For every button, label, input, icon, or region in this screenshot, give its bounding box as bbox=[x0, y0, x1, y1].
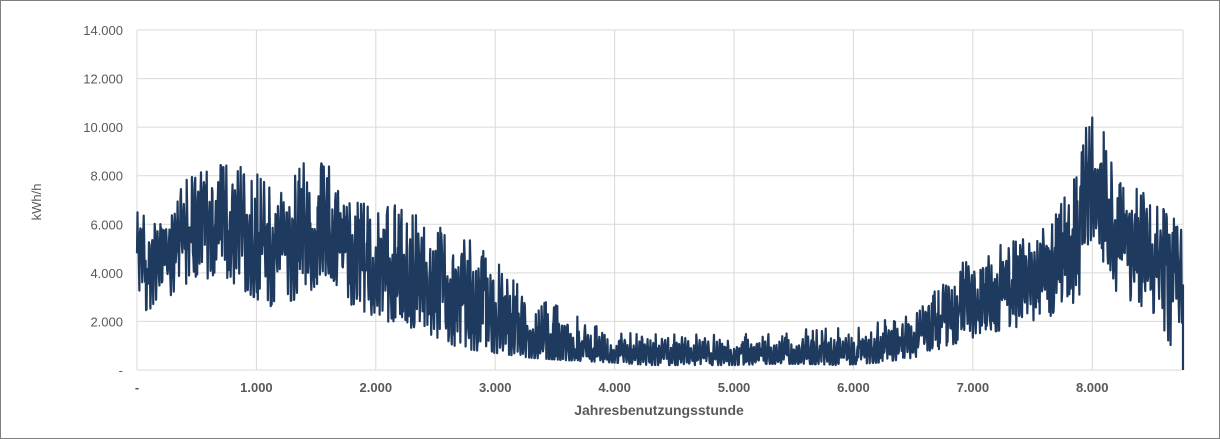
gridlines bbox=[136, 29, 1184, 371]
x-tick-label: 2.000 bbox=[360, 380, 393, 395]
x-tick-labels: - 1.000 2.000 3.000 4.000 5.000 6.000 7.000 8.00… bbox=[135, 380, 1109, 395]
x-axis-title: Jahresbenutzungsstunde bbox=[574, 402, 744, 418]
y-axis-title: kWh/h bbox=[29, 184, 44, 221]
y-tick-label: 12.000 bbox=[83, 72, 123, 87]
x-tick-label: 5.000 bbox=[718, 380, 751, 395]
x-tick-label: 7.000 bbox=[957, 380, 990, 395]
series-kwh bbox=[135, 116, 1185, 370]
x-tick-label: 4.000 bbox=[598, 380, 631, 395]
y-tick-label: 2.000 bbox=[90, 314, 123, 329]
y-tick-label: 10.000 bbox=[83, 120, 123, 135]
x-tick-label: 1.000 bbox=[240, 380, 273, 395]
y-tick-labels: - 2.000 4.000 6.000 8.000 10.000 12.000 14.000 bbox=[83, 23, 123, 378]
y-tick-label: - bbox=[119, 363, 123, 378]
y-tick-label: 8.000 bbox=[90, 169, 123, 184]
y-tick-label: 6.000 bbox=[90, 217, 123, 232]
x-tick-label: 6.000 bbox=[837, 380, 870, 395]
x-tick-label: - bbox=[135, 380, 139, 395]
y-tick-label: 14.000 bbox=[83, 23, 123, 38]
y-tick-label: 4.000 bbox=[90, 266, 123, 281]
x-tick-label: 3.000 bbox=[479, 380, 512, 395]
x-tick-label: 8.000 bbox=[1076, 380, 1109, 395]
series-line bbox=[135, 116, 1185, 370]
